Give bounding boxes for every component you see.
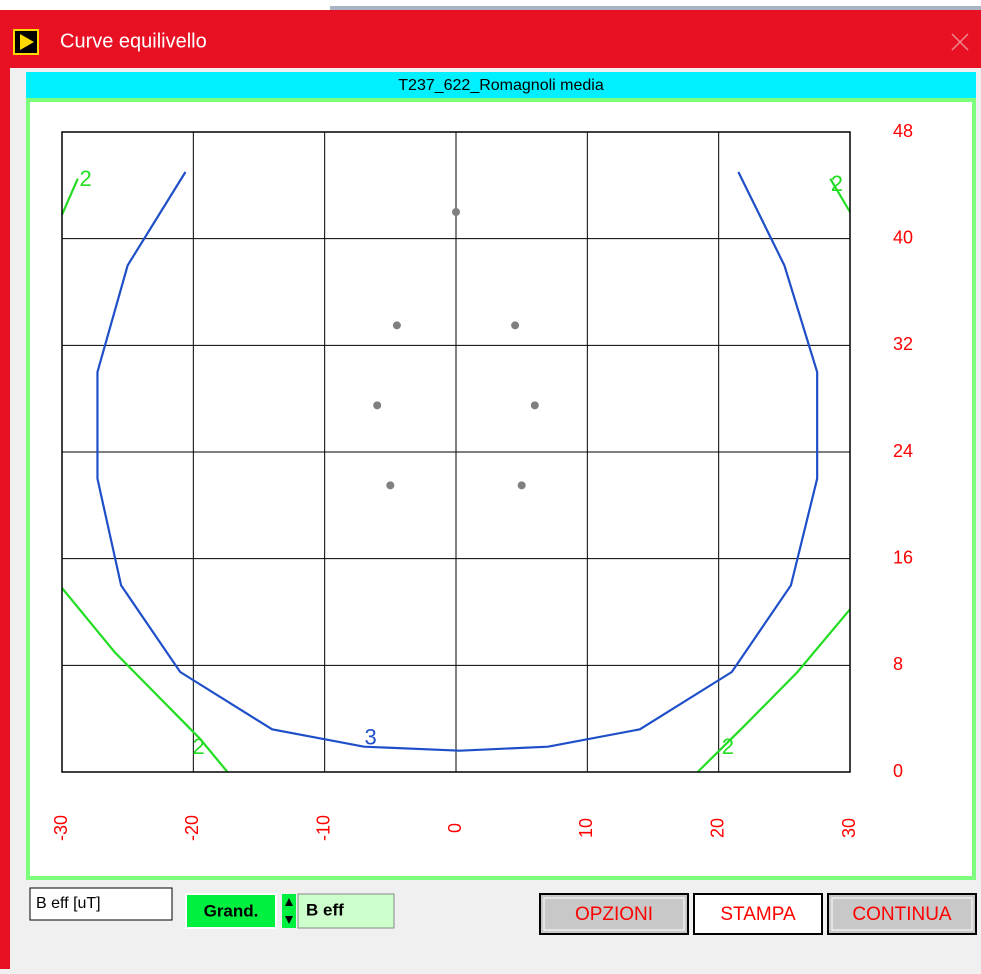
y-tick-label: 16	[893, 547, 913, 567]
button[interactable]	[827, 893, 977, 935]
quantity-value: B eff	[306, 900, 344, 919]
sample-point	[511, 321, 520, 330]
y-tick-label: 48	[893, 121, 913, 141]
spinner[interactable]	[282, 894, 296, 928]
buttons: OPZIONI STAMPA CONTINUA	[539, 893, 977, 935]
contour-line	[96, 171, 819, 752]
x-tick-label: 20	[707, 818, 727, 838]
title-bar	[0, 10, 981, 68]
plot-panel	[26, 98, 976, 880]
contour-label: 2	[192, 734, 204, 759]
x-tick-label: -10	[313, 815, 333, 841]
unit-field-text: B eff [uT]	[36, 895, 101, 912]
y-tick-label: 32	[893, 334, 913, 354]
button-label: STAMPA	[720, 904, 796, 925]
y-tick-label: 24	[893, 441, 913, 461]
plot-frame	[61, 131, 851, 773]
button-inner	[697, 897, 819, 931]
quantity-value-box[interactable]	[297, 893, 395, 929]
y-tick-label: 8	[893, 654, 903, 674]
contour-label: 3	[365, 724, 377, 749]
button-label: OPZIONI	[575, 904, 653, 925]
y-tick-label: 0	[893, 761, 903, 781]
x-tick-label: -30	[51, 815, 71, 841]
y-tick-label: 40	[893, 227, 913, 247]
sample-point	[530, 401, 539, 410]
spinner-up[interactable]	[285, 898, 293, 906]
contour-line	[829, 178, 851, 213]
window-left-border	[0, 10, 10, 969]
x-tick-label: -20	[182, 815, 202, 841]
top-strip-line	[330, 6, 981, 10]
plot-title-bar	[26, 72, 976, 98]
contour-label: 2	[80, 166, 92, 191]
contour-label: 2	[831, 171, 843, 196]
close-button[interactable]	[951, 33, 969, 51]
contour-line	[696, 608, 851, 773]
quantity-label: Grand.	[204, 901, 259, 920]
x-tick-label: 10	[576, 818, 596, 838]
x-tick-label: 0	[445, 823, 465, 833]
app-icon-glyph	[20, 34, 34, 50]
window-title: Curve equilivello	[60, 30, 207, 52]
contour-line	[60, 178, 79, 216]
contour-label: 2	[722, 734, 734, 759]
quantity-label-box	[185, 893, 277, 929]
button[interactable]	[539, 893, 689, 935]
sample-point	[392, 321, 401, 330]
button-label: CONTINUA	[852, 904, 952, 925]
button[interactable]	[693, 893, 823, 935]
button-inner	[543, 897, 685, 931]
sample-point	[517, 481, 526, 490]
top-strip	[0, 0, 981, 10]
button-inner	[831, 897, 973, 931]
unit-field[interactable]	[29, 887, 173, 921]
sample-point	[386, 481, 395, 490]
sample-point	[373, 401, 382, 410]
spinner-down[interactable]	[285, 916, 293, 924]
sample-point	[452, 208, 460, 216]
plot-title: T237_622_Romagnoli media	[398, 77, 604, 94]
contour-line	[61, 587, 229, 773]
x-tick-label: 30	[839, 818, 859, 838]
